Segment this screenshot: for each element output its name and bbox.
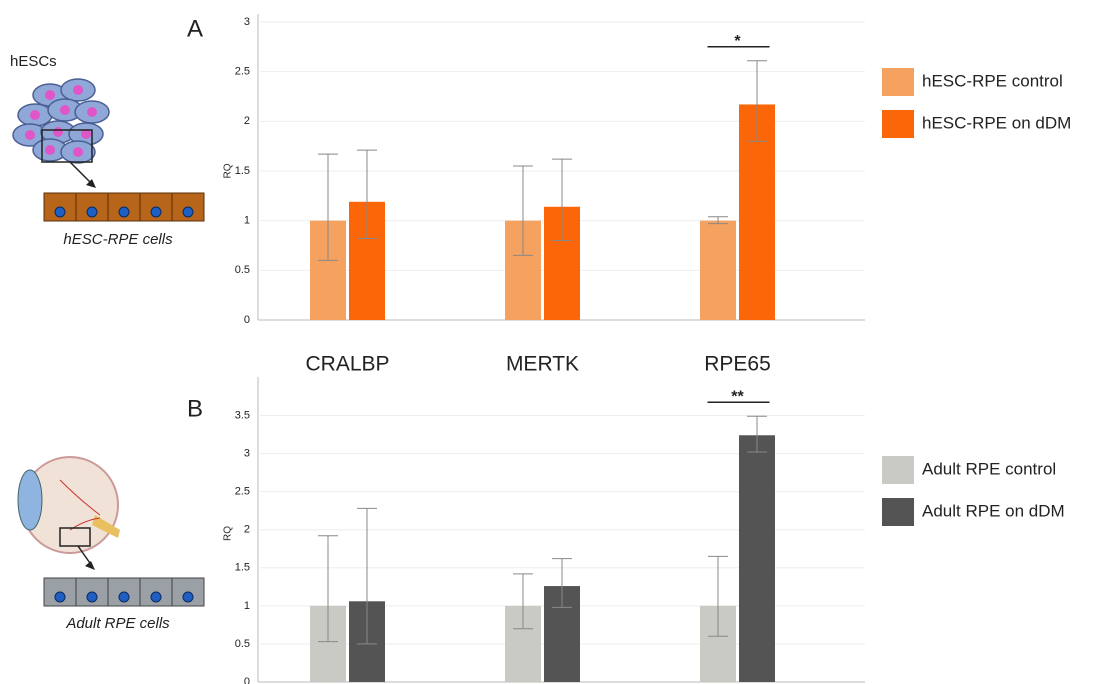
x-tick-label: RPE65 [704,353,771,376]
x-tick-label: CRALBP [305,353,389,376]
legend-swatch [882,498,914,526]
y-tick-label: 3 [244,16,250,28]
illustration-label: hESC-RPE cells [63,231,173,248]
bar [700,221,736,320]
y-tick-label: 1 [244,215,250,227]
legend-swatch [882,110,914,138]
y-tick-label: 2.5 [235,486,250,498]
y-tick-label: 0 [244,676,250,684]
y-tick-label: 2 [244,115,250,127]
y-tick-label: 3 [244,447,250,459]
legend-label: Adult RPE on dDM [922,501,1065,520]
x-tick-label: MERTK [506,353,579,376]
illustration-label: Adult RPE cells [65,615,170,632]
panel-label: A [187,15,203,42]
y-tick-label: 1 [244,600,250,612]
bar [739,435,775,682]
y-tick-label: 0.5 [235,264,250,276]
legend-label: hESC-RPE on dDM [922,113,1071,132]
significance-label: * [734,33,741,50]
y-tick-label: 1.5 [235,562,250,574]
significance-label: ** [731,388,744,405]
y-tick-label: 0 [244,314,250,326]
y-tick-label: 2 [244,524,250,536]
y-axis-label: RQ [223,526,234,541]
legend-label: Adult RPE control [922,459,1056,478]
y-tick-label: 2.5 [235,66,250,78]
panel-label: B [187,395,203,422]
eye-illustration [18,457,204,606]
hesc-illustration [13,79,204,221]
legend-swatch [882,68,914,96]
illustration-label: hESCs [10,53,57,70]
y-tick-label: 1.5 [235,165,250,177]
y-axis-label: RQ [223,163,234,178]
legend-swatch [882,456,914,484]
legend-label: hESC-RPE control [922,71,1063,90]
y-tick-label: 3.5 [235,409,250,421]
figure: hESCs hESC-RPE cells Adult RPE cells A RQ… [0,0,1094,684]
y-tick-label: 0.5 [235,638,250,650]
